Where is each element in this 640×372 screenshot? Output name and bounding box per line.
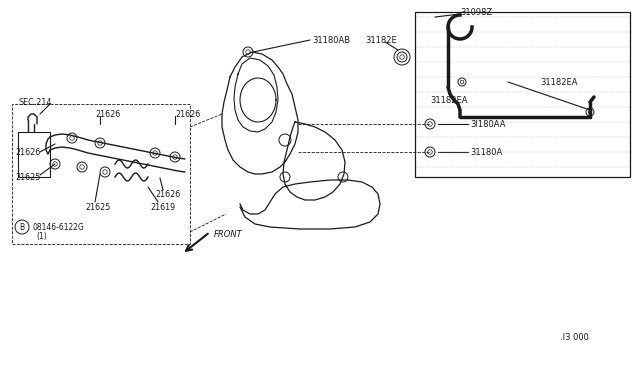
Text: 3I180AA: 3I180AA	[470, 119, 506, 128]
Text: 31180A: 31180A	[470, 148, 502, 157]
Text: 21626: 21626	[15, 148, 40, 157]
Bar	[18, 132, 50, 177]
Bar	[12, 104, 190, 244]
Text: 21625: 21625	[85, 202, 110, 212]
Text: 21619: 21619	[150, 202, 175, 212]
Text: 21626: 21626	[175, 109, 200, 119]
Text: (1): (1)	[36, 231, 47, 241]
Text: 31182EA: 31182EA	[430, 96, 467, 105]
Bar	[415, 12, 630, 177]
Text: 21625: 21625	[15, 173, 40, 182]
Text: 31180AB: 31180AB	[312, 35, 350, 45]
Text: .I3 000: .I3 000	[560, 333, 589, 341]
Text: 31182EA: 31182EA	[540, 77, 577, 87]
Text: SEC.214: SEC.214	[18, 97, 51, 106]
Text: FRONT: FRONT	[214, 230, 243, 238]
Text: 21626: 21626	[95, 109, 120, 119]
Text: 31098Z: 31098Z	[460, 7, 492, 16]
Text: 21626: 21626	[155, 189, 180, 199]
Text: 08146-6122G: 08146-6122G	[32, 222, 84, 231]
Text: B: B	[19, 222, 24, 231]
Text: 31182E: 31182E	[365, 35, 397, 45]
